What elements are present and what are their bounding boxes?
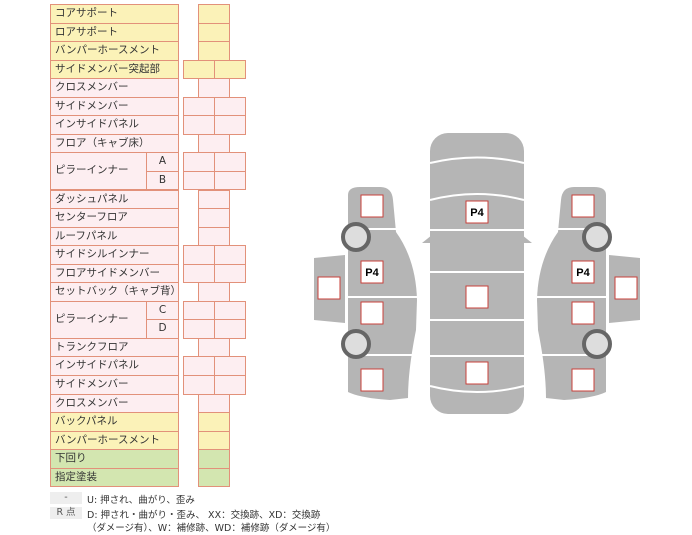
check-box[interactable] <box>214 375 246 395</box>
check-box[interactable] <box>198 467 230 488</box>
car-top-body <box>430 133 524 414</box>
check-box[interactable] <box>214 263 246 284</box>
marker-box[interactable] <box>614 276 638 300</box>
wheel-icon <box>582 329 612 359</box>
marker-box[interactable] <box>465 200 489 224</box>
car-left-side <box>348 187 417 400</box>
marker-box[interactable] <box>360 260 384 284</box>
check-box[interactable] <box>214 170 246 191</box>
marker-box[interactable] <box>571 260 595 284</box>
row-label: バンパーホースメント <box>50 41 179 61</box>
legend-text-u: U: 押され、曲がり、歪み <box>87 495 195 506</box>
row-label: バンパーホースメント <box>50 430 179 451</box>
marker-box[interactable] <box>571 368 595 392</box>
legend-text-d: D: 押され・曲がり・歪み、 XX：交換跡、XD：交換跡 <box>87 510 321 521</box>
row-label: フロアサイドメンバー <box>50 263 179 284</box>
marker-label: P4 <box>576 267 590 279</box>
car-right-side <box>537 187 606 400</box>
row-sublabel: A <box>146 152 179 172</box>
wheel-icon <box>341 222 371 252</box>
marker-box[interactable] <box>465 285 489 309</box>
wheel-icon <box>582 222 612 252</box>
check-box[interactable] <box>214 59 246 80</box>
marker-box[interactable] <box>465 361 489 385</box>
row-label: クロスメンバー <box>50 78 179 98</box>
row-label: バックパネル <box>50 412 179 432</box>
check-box[interactable] <box>214 319 246 339</box>
legend-key-r: R 点 <box>50 507 82 519</box>
row-label: ピラーインナー <box>50 300 147 339</box>
check-box[interactable] <box>214 115 246 135</box>
marker-label: P4 <box>365 267 379 279</box>
row-label: フロア（キャブ床） <box>50 133 179 154</box>
marker-box[interactable] <box>571 301 595 325</box>
marker-box[interactable] <box>360 368 384 392</box>
row-label: サイドメンバー <box>50 96 179 117</box>
row-label: ピラーインナー <box>50 152 147 191</box>
marker-box[interactable] <box>571 194 595 218</box>
row-label: センターフロア <box>50 208 179 228</box>
row-label: クロスメンバー <box>50 393 179 414</box>
row-sublabel: C <box>146 300 179 321</box>
marker-label: P4 <box>470 207 484 219</box>
marker-box[interactable] <box>360 194 384 218</box>
marker-box[interactable] <box>360 301 384 325</box>
row-label: サイドシルインナー <box>50 245 179 265</box>
row-label: インサイドパネル <box>50 115 179 135</box>
legend-text-w: （ダメージ有）、W：補修跡、WD：補修跡（ダメージ有） <box>87 523 336 534</box>
row-label: サイドメンバー突起部 <box>50 59 179 80</box>
legend-key-dash: - <box>50 492 82 504</box>
wheel-icon <box>341 329 371 359</box>
row-label: 指定塗装 <box>50 467 179 488</box>
marker-box[interactable] <box>317 276 341 300</box>
